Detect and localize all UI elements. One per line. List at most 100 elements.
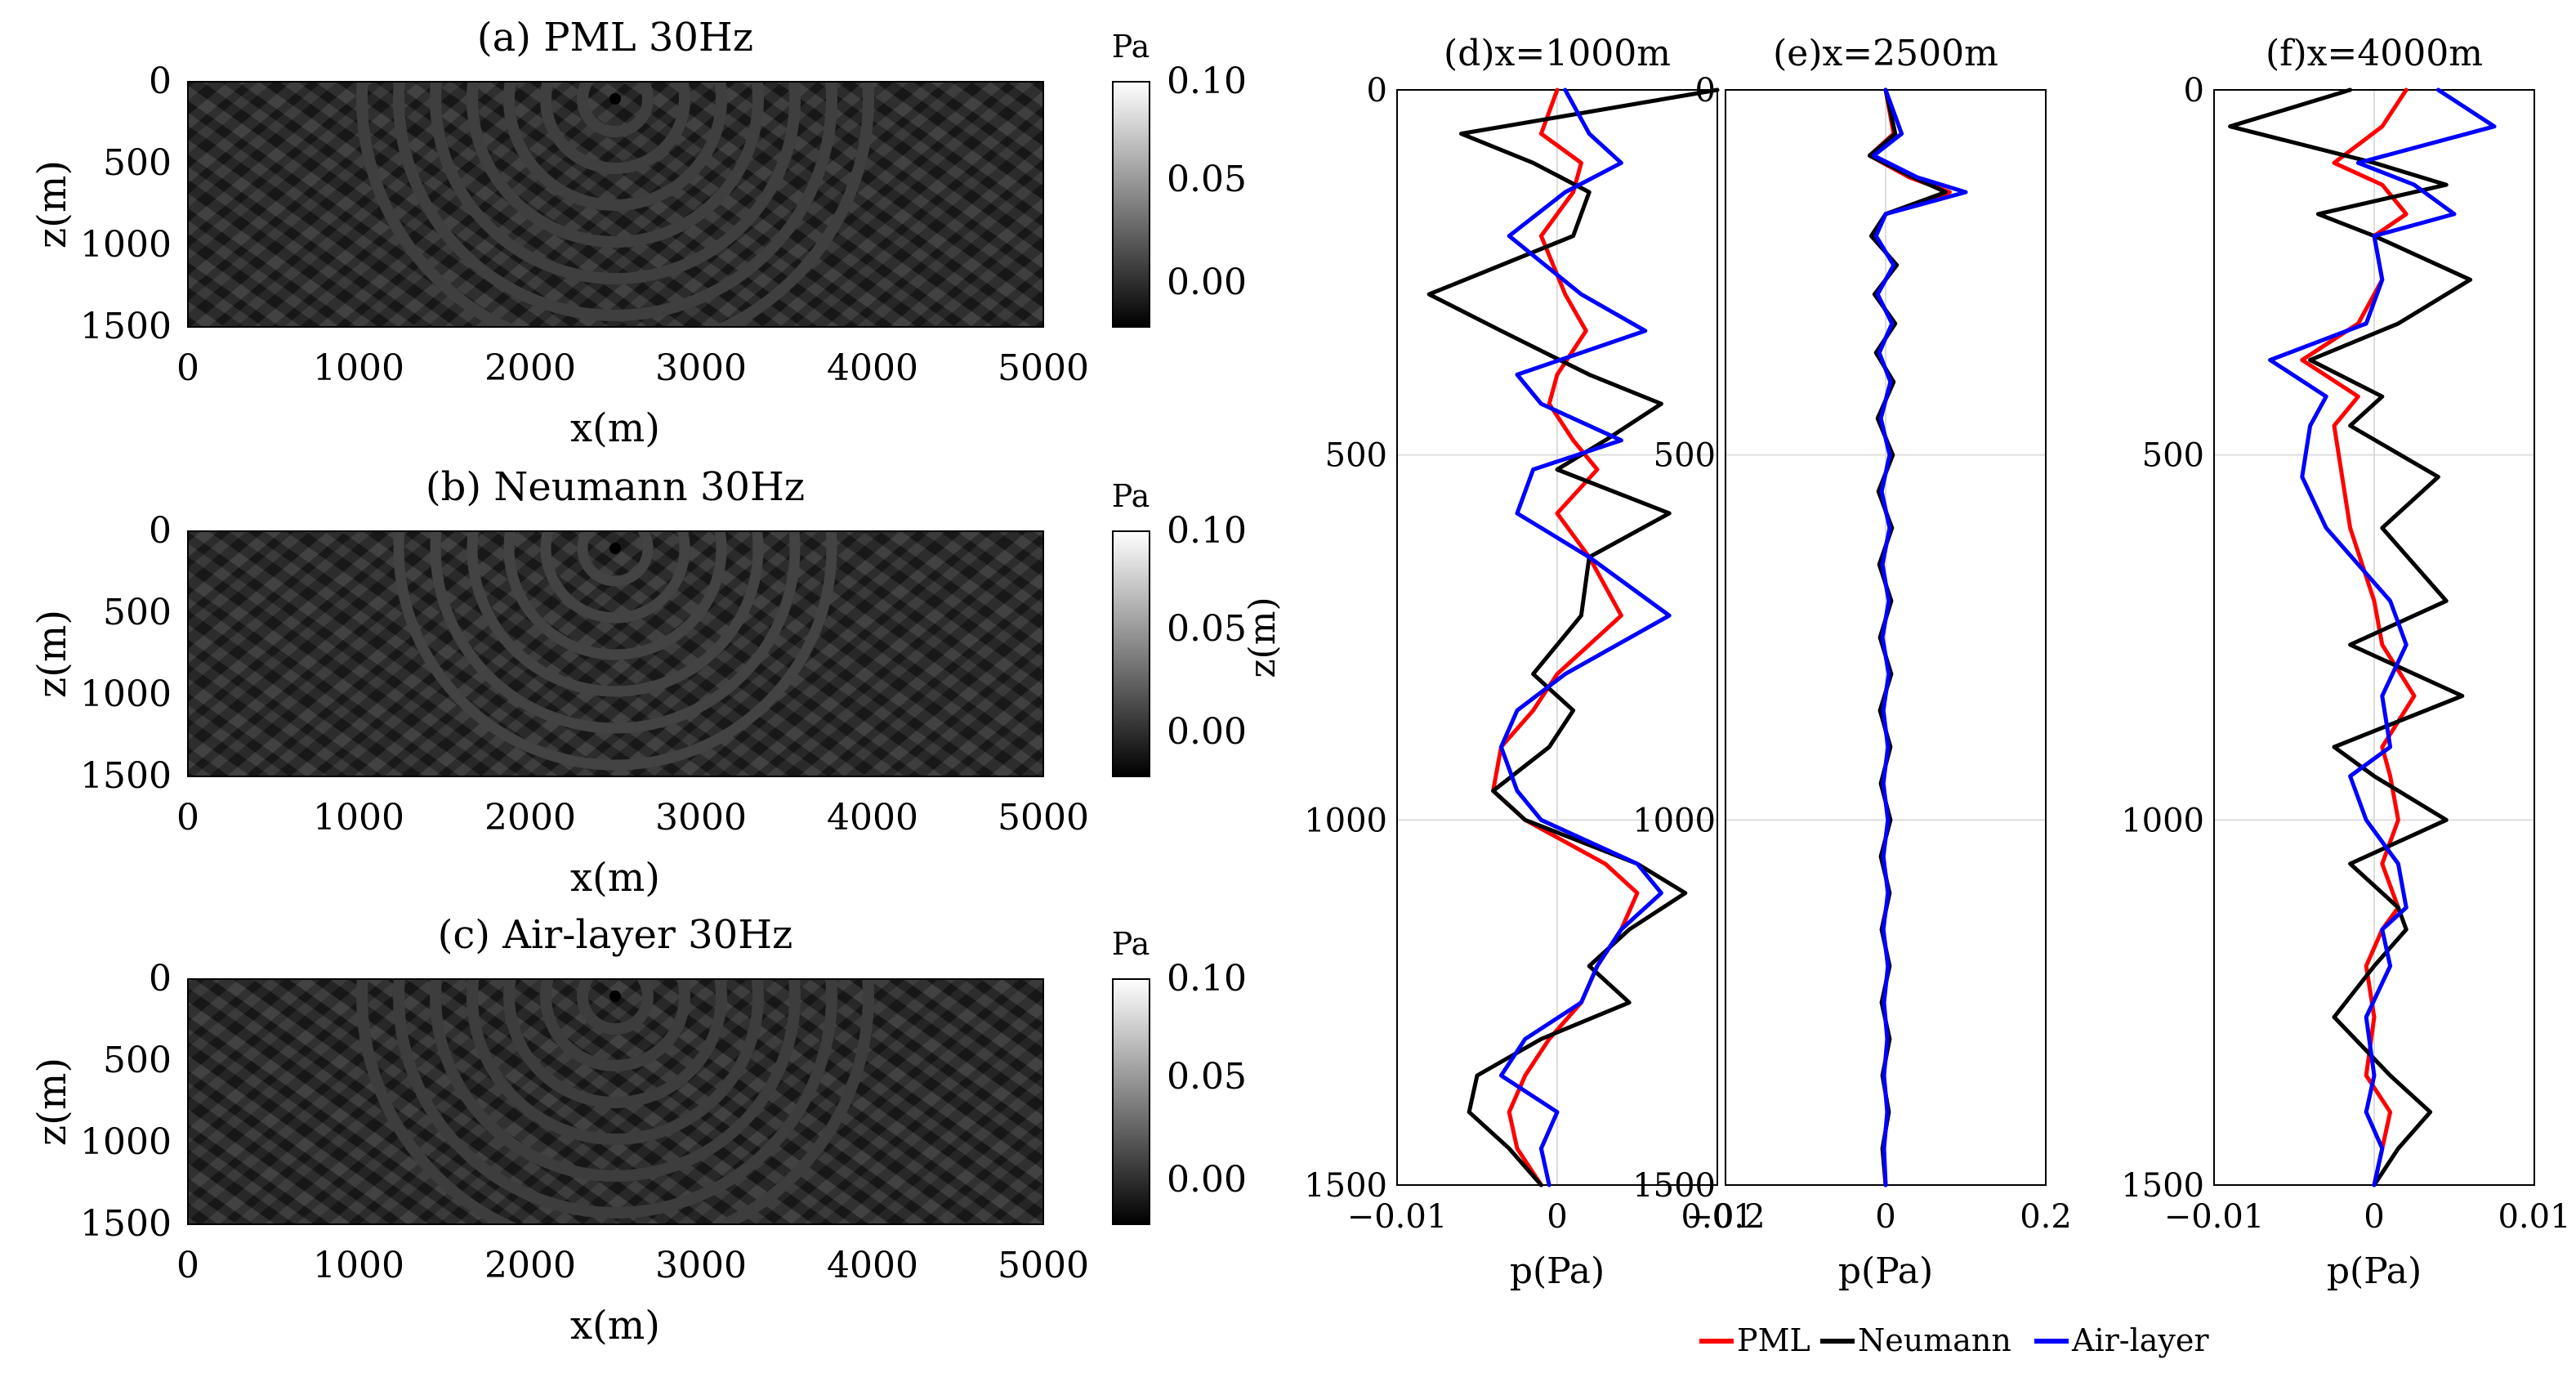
panel-a-ytick: 1500 (80, 306, 172, 347)
panel-c-xticks: 0 1000 2000 3000 4000 5000 (176, 1245, 1089, 1286)
series-line-pml (2300, 87, 2417, 1187)
panel-a-ylabel: z(m) (29, 160, 75, 248)
series-line-neumann (1426, 87, 1720, 1187)
panel-c-yticks: 0 500 1000 1500 (80, 958, 172, 1245)
panel-f-xlabel: p(Pa) (2327, 1250, 2422, 1292)
panel-e-ytick: 0 (1695, 72, 1716, 110)
panel-f-title: (f)x=4000m (2266, 33, 2483, 74)
series-line-air-layer (2268, 87, 2497, 1187)
panel-a-yticks: 0 500 1000 1500 (80, 60, 172, 347)
panel-a-colorbar: Pa 0.10 0.05 0.00 (1112, 29, 1247, 328)
line-panel-f: (f)x=4000m 0 500 1000 1500−0.01 0 0.01 p(Pa) (2121, 33, 2570, 1292)
panel-b-xtick: 4000 (827, 797, 918, 839)
panel-a-xtick: 1000 (313, 347, 404, 389)
panel-c-title: (c) Air-layer 30Hz (438, 912, 793, 958)
panel-a-title: (a) PML 30Hz (477, 15, 753, 60)
panel-a-colorbar-unit: Pa (1112, 29, 1150, 65)
panel-f-xtick: 0 (2364, 1198, 2384, 1236)
panel-a-colorbar-scale (1112, 81, 1150, 328)
panel-a-ytick: 0 (149, 60, 172, 102)
panel-f-ytick: 1500 (2121, 1167, 2204, 1205)
panel-b-ylabel: z(m) (29, 610, 75, 698)
panel-d-xtick: 0.01 (1681, 1198, 1753, 1236)
panel-d-ytick: 500 (1325, 437, 1387, 475)
series-line-air-layer (1871, 87, 1968, 1187)
series-line-neumann (2228, 87, 2473, 1187)
panel-e-xlabel: p(Pa) (1838, 1250, 1933, 1292)
panel-c-colorbar: Pa 0.10 0.05 0.00 (1112, 926, 1247, 1225)
line-panel-e: (e)x=2500m 0 500 1000 1500−0.2 0 0.2 p(Pa) (1632, 33, 2072, 1292)
legend-label-neumann: Neumann (1858, 1322, 2011, 1358)
panel-a-xtick: 4000 (827, 347, 918, 389)
panel-b-xtick: 3000 (655, 797, 747, 839)
panel-a-frame (187, 81, 1044, 328)
panel-c-ytick: 1000 (80, 1121, 172, 1163)
panel-b-xtick: 1000 (313, 797, 404, 839)
panel-c-xtick: 5000 (998, 1245, 1089, 1286)
panel-b-colorbar-tick: 0.05 (1167, 608, 1247, 650)
panel-b-frame (187, 530, 1044, 777)
panel-c-colorbar-tick: 0.10 (1167, 958, 1247, 1000)
panel-e-title: (e)x=2500m (1773, 33, 1998, 74)
panel-d-xtick: 0 (1547, 1198, 1567, 1236)
panel-a-colorbar-tick: 0.05 (1167, 159, 1247, 200)
panel-b-colorbar-scale (1112, 530, 1150, 777)
panel-c-colorbar-tick: 0.05 (1167, 1056, 1247, 1098)
panel-b-colorbar: Pa 0.10 0.05 0.00 (1112, 478, 1247, 777)
panel-b-ytick: 0 (149, 510, 172, 552)
panel-b-title: (b) Neumann 30Hz (426, 464, 805, 510)
panel-a-xtick: 3000 (655, 347, 747, 389)
panel-a-wavefronts (356, 82, 874, 327)
panel-f-ytick: 1000 (2121, 802, 2204, 839)
panel-b-wavefronts (393, 531, 837, 771)
panel-f-ytick: 500 (2142, 437, 2204, 475)
panel-f-xtick: 0.01 (2498, 1198, 2570, 1236)
panel-a-xticks: 0 1000 2000 3000 4000 5000 (176, 347, 1089, 389)
panel-b-colorbar-tick: 0.10 (1167, 510, 1247, 552)
panel-b-colorbar-unit: Pa (1112, 478, 1150, 514)
legend-label-air-layer: Air-layer (2071, 1322, 2209, 1358)
heatmap-panel-a: (a) PML 30Hz 0 500 1000 1500 0 1000 2000… (29, 15, 1247, 451)
panel-b-xticks: 0 1000 2000 3000 4000 5000 (176, 797, 1089, 839)
heatmap-panel-b: (b) Neumann 30Hz 0 500 1000 1500 0 1000 … (29, 464, 1247, 901)
panel-c-wavefronts (356, 979, 874, 1224)
panel-b-xtick: 0 (176, 797, 199, 839)
panel-e-ytick: 1000 (1632, 802, 1716, 839)
panel-e-series (1867, 87, 1968, 1187)
panel-c-source-marker (609, 991, 621, 1002)
panel-c-xtick: 0 (176, 1245, 199, 1286)
panel-f-series (2228, 87, 2497, 1187)
panel-c-xlabel: x(m) (570, 1303, 660, 1348)
panel-b-ytick: 1000 (80, 673, 172, 715)
panel-e-ytick: 500 (1654, 437, 1716, 475)
panel-e-xtick: −0.2 (1685, 1198, 1765, 1236)
panel-c-ytick: 1500 (80, 1203, 172, 1245)
legend: PML Neumann Air-layer (1699, 1322, 2209, 1358)
panel-b-ytick: 1500 (80, 755, 172, 797)
panel-f-xtick: −0.01 (2164, 1198, 2265, 1236)
panel-c-colorbar-tick: 0.00 (1167, 1159, 1247, 1201)
panel-f-ytick: 0 (2184, 72, 2204, 110)
panel-d-series (1426, 87, 1720, 1187)
panel-c-colorbar-unit: Pa (1112, 926, 1150, 962)
panel-e-xtick: 0 (1875, 1198, 1895, 1236)
panel-c-colorbar-scale (1112, 978, 1150, 1225)
series-line-air-layer (1498, 87, 1672, 1187)
panel-b-source-marker (609, 543, 621, 554)
panel-a-xtick: 5000 (998, 347, 1089, 389)
panel-d-xtick: −0.01 (1347, 1198, 1448, 1236)
panel-d-ytick: 0 (1367, 72, 1387, 110)
panel-a-xtick: 2000 (484, 347, 576, 389)
panel-b-ytick: 500 (103, 592, 172, 633)
panel-b-colorbar-tick: 0.00 (1167, 711, 1247, 753)
panel-a-colorbar-tick: 0.00 (1167, 262, 1247, 303)
panel-d-xlabel: p(Pa) (1510, 1250, 1605, 1292)
heatmap-panel-c: (c) Air-layer 30Hz 0 500 1000 1500 0 100… (29, 912, 1247, 1348)
legend-label-pml: PML (1737, 1322, 1810, 1358)
panel-c-xtick: 3000 (655, 1245, 747, 1286)
panel-c-ytick: 500 (103, 1040, 172, 1081)
panel-d-ylabel: z(m) (1242, 597, 1284, 678)
panel-c-xtick: 2000 (484, 1245, 576, 1286)
